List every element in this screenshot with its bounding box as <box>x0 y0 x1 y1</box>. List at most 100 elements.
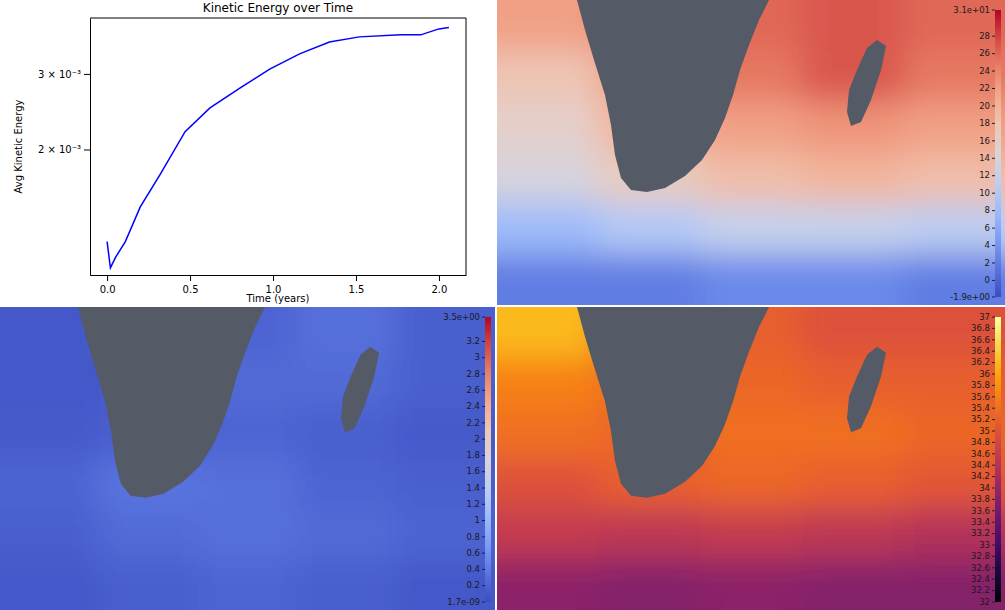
map-cell <box>99 560 199 610</box>
map-cell <box>497 102 599 153</box>
map-cell <box>802 307 904 358</box>
y-tick-label: 2 × 10⁻³ <box>38 144 81 155</box>
colorbar-tick-label: 0.8 <box>466 532 480 542</box>
colorbar-tick <box>992 351 995 352</box>
x-tick-mark <box>273 275 274 281</box>
map-cell <box>0 408 100 459</box>
map-cell <box>700 560 802 610</box>
x-tick-label: 0.5 <box>183 284 199 295</box>
map-cell <box>497 459 599 510</box>
map-cell <box>802 459 904 510</box>
colorbar-tick <box>482 585 485 586</box>
x-tick: 0.5 <box>183 275 199 295</box>
colorbar-tick-label: 33.4 <box>971 517 990 527</box>
colorbar-tick-label: 34.6 <box>971 449 990 459</box>
colorbar-tick-label: 0.4 <box>466 564 480 574</box>
colorbar-tick-label: 32 <box>979 597 990 607</box>
colorbar-tick-label: 6 <box>985 223 990 233</box>
colorbar-tick-label: 32.6 <box>971 563 990 573</box>
x-tick: 0.0 <box>100 275 116 295</box>
colorbar-tick <box>992 210 995 211</box>
colorbar-tick-label: 34.2 <box>971 471 990 481</box>
colorbar-tick-label: 35.2 <box>971 414 990 424</box>
colorbar-tick <box>482 520 485 521</box>
x-axis-title: Time (years) <box>246 293 310 304</box>
colorbar <box>995 317 1001 602</box>
colorbar-tick-label: 1.4 <box>466 483 480 493</box>
colorbar-axis: 3232.232.432.632.83333.233.433.633.83434… <box>971 312 995 607</box>
chart-title: Kinetic Energy over Time <box>203 1 353 15</box>
colorbar-tick <box>992 453 995 454</box>
colorbar-tick-label: 33 <box>979 540 990 550</box>
colorbar-tick-label: 1 <box>475 515 480 525</box>
colorbar-tick <box>992 245 995 246</box>
colorbar-tick-label: 3.2 <box>466 336 480 346</box>
colorbar-tick <box>482 390 485 391</box>
colorbar-tick <box>992 385 995 386</box>
colorbar-tick-label: 24 <box>979 66 990 76</box>
map-field <box>497 0 1005 305</box>
colorbar-tick <box>992 408 995 409</box>
colorbar <box>995 10 1001 297</box>
plot-marks <box>107 27 449 267</box>
map-cell <box>396 408 495 459</box>
colorbar-tick <box>992 476 995 477</box>
colorbar-axis: 1.7e-090.20.40.60.811.21.41.61.822.22.42… <box>443 312 485 607</box>
colorbar-tick-label: 0.6 <box>466 548 480 558</box>
colorbar-tick-label: 33.2 <box>971 528 990 538</box>
colorbar-tick <box>992 442 995 443</box>
colorbar-tick <box>992 465 995 466</box>
colorbar-tick-label: 2.4 <box>466 401 480 411</box>
colorbar-tick-label: -1.9e+00 <box>950 292 990 302</box>
colorbar-tick-label: 1.7e-09 <box>447 597 480 607</box>
colorbar-tick <box>482 317 485 318</box>
y-tick-mark <box>84 150 90 151</box>
colorbar-tick-label: 32.2 <box>971 585 990 595</box>
map-cell <box>497 51 599 102</box>
colorbar-tick-label: 3 <box>475 352 480 362</box>
colorbar-tick-label: 36.8 <box>971 323 990 333</box>
map-cell <box>903 459 1005 510</box>
colorbar-tick <box>482 536 485 537</box>
map-cell <box>903 254 1005 305</box>
map-cell <box>297 459 397 510</box>
line-chart-panel: 0.00.51.01.52.02 × 10⁻³3 × 10⁻³Kinetic E… <box>0 0 495 305</box>
panel-background <box>0 0 495 305</box>
colorbar-tick-label: 3.5e+00 <box>443 312 480 322</box>
colorbar-tick <box>992 510 995 511</box>
colorbar-tick-label: 32.4 <box>971 574 990 584</box>
map-cell <box>497 560 599 610</box>
colorbar-tick-label: 35.4 <box>971 403 990 413</box>
x-tick-label: 2.0 <box>432 284 448 295</box>
map-field <box>0 307 495 610</box>
map-cell <box>700 153 802 204</box>
colorbar-tick-label: 36 <box>979 369 990 379</box>
colorbar-tick-label: 2.6 <box>466 385 480 395</box>
colorbar-tick <box>992 579 995 580</box>
colorbar-tick-label: 28 <box>979 31 990 41</box>
map-cell <box>0 459 100 510</box>
colorbar-axis: -1.9e+0002468101214161820222426283.1e+01 <box>950 5 995 302</box>
frame-top <box>90 18 466 19</box>
map-cell <box>497 254 599 305</box>
map-cell <box>802 254 904 305</box>
land-africa <box>577 307 769 498</box>
colorbar-tick <box>992 88 995 89</box>
map-cell <box>599 254 701 305</box>
colorbar-tick-label: 34.8 <box>971 437 990 447</box>
map-cell <box>297 307 397 358</box>
y-tick-mark <box>84 74 90 75</box>
colorbar-tick <box>992 431 995 432</box>
colorbar-tick-label: 10 <box>979 188 990 198</box>
kinetic-energy-line <box>107 27 449 267</box>
y-axis-line <box>90 19 91 276</box>
colorbar-tick-label: 2.2 <box>466 418 480 428</box>
map-cell <box>903 203 1005 254</box>
colorbar-tick-label: 8 <box>985 205 990 215</box>
map-cell <box>198 560 298 610</box>
y-axis: 2 × 10⁻³3 × 10⁻³ <box>38 19 91 276</box>
colorbar-tick <box>992 362 995 363</box>
colorbar-tick <box>992 419 995 420</box>
land-madagascar <box>341 347 379 432</box>
colorbar-tick <box>992 556 995 557</box>
